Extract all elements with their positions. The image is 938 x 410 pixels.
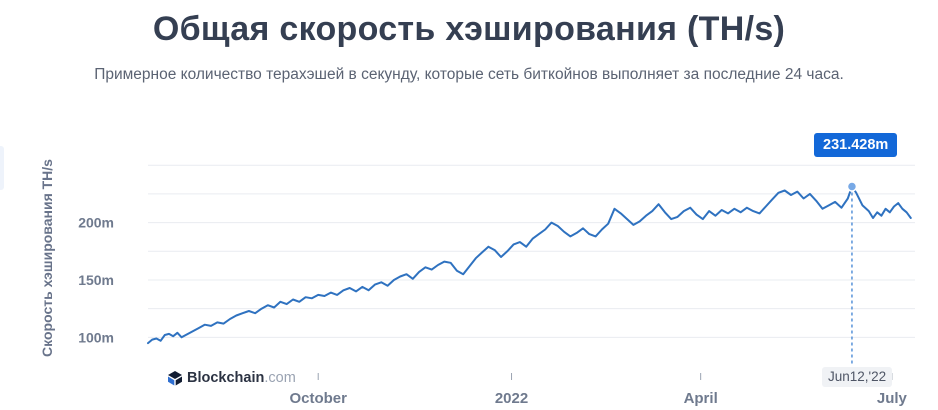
series-line[interactable]: [147, 185, 912, 345]
page-subtitle: Примерное количество терахэшей в секунду…: [94, 66, 844, 83]
data-points: [147, 186, 912, 344]
y-tick-label: 200m: [78, 215, 114, 231]
value-tooltip: 231.428m: [814, 133, 898, 157]
blockchain-logo-icon: [168, 371, 182, 386]
brand-suffix: .com: [264, 370, 296, 386]
highlight-point[interactable]: [846, 181, 858, 192]
brand-name: Blockchain: [187, 370, 265, 386]
y-tick-labels: 100m 150m 200m: [78, 215, 114, 346]
x-tick-label: 2022: [495, 390, 528, 407]
grid-lines: [148, 164, 915, 338]
date-tag: Jun12,'22: [822, 367, 893, 387]
x-tick-label: July: [877, 390, 908, 407]
side-tab[interactable]: [0, 146, 4, 190]
x-tick-label: April: [684, 390, 718, 407]
page-title: Общая скорость хэширования (TH/s): [152, 10, 786, 48]
brand-text: Blockchain.com: [187, 370, 296, 386]
x-tick-labels: October 2022 April July: [289, 373, 908, 407]
x-tick-label: October: [289, 390, 347, 407]
brand-watermark: Blockchain.com: [167, 369, 296, 387]
y-tick-label: 150m: [78, 272, 114, 288]
y-tick-label: 100m: [78, 329, 114, 345]
